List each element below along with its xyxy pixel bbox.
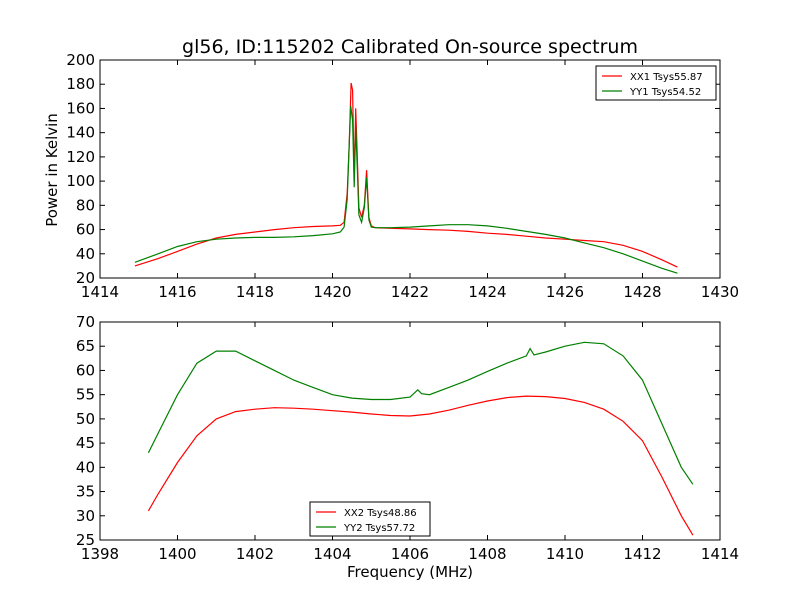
- bottom-x-tick-label: 1412: [623, 545, 661, 563]
- top-y-tick-label: 160: [66, 99, 95, 117]
- bottom-x-tick-label: 1398: [81, 545, 119, 563]
- top-x-tick-label: 1426: [546, 283, 584, 301]
- top-y-tick-label: 200: [66, 51, 95, 69]
- bottom-legend-box: [309, 501, 431, 537]
- bottom-y-tick-label: 30: [76, 507, 95, 525]
- top-y-tick-label: 20: [76, 269, 95, 287]
- top-series-line-2: [134, 105, 678, 274]
- top-y-tick-label: 80: [76, 196, 95, 214]
- bottom-y-tick-label: 55: [76, 386, 95, 404]
- top-y-tick-label: 100: [66, 172, 95, 190]
- top-x-tick-label: 1430: [701, 283, 739, 301]
- top-x-tick-label: 1422: [391, 283, 429, 301]
- bottom-y-tick-label: 70: [76, 313, 95, 331]
- bottom-y-tick-label: 60: [76, 361, 95, 379]
- top-legend-box: [595, 65, 717, 101]
- bottom-x-tick-label: 1400: [158, 545, 196, 563]
- top-x-tick-label: 1418: [236, 283, 274, 301]
- bottom-x-tick-label: 1402: [236, 545, 274, 563]
- bottom-x-tick-label: 1410: [546, 545, 584, 563]
- bottom-x-tick-label: 1404: [313, 545, 351, 563]
- top-y-tick-label: 140: [66, 124, 95, 142]
- bottom-series-line-1: [147, 395, 694, 536]
- top-x-tick-label: 1416: [158, 283, 196, 301]
- top-x-tick-label: 1424: [468, 283, 506, 301]
- top-y-tick-label: 60: [76, 221, 95, 239]
- top-y-tick-label: 120: [66, 148, 95, 166]
- bottom-series-line-2: [147, 341, 694, 485]
- x-axis-label: Frequency (MHz): [347, 563, 473, 581]
- bottom-x-tick-label: 1414: [701, 545, 739, 563]
- top-legend-label-2: YY1 Tsys54.52: [629, 87, 701, 98]
- chart-title: gl56, ID:115202 Calibrated On-source spe…: [182, 36, 638, 58]
- bottom-legend-label-2: YY2 Tsys57.72: [343, 523, 415, 534]
- bottom-y-tick-label: 40: [76, 458, 95, 476]
- bottom-y-tick-label: 50: [76, 410, 95, 428]
- y-axis-label: Power in Kelvin: [43, 113, 61, 227]
- top-series-line-1: [134, 82, 678, 268]
- top-legend: XX1 Tsys55.87 YY1 Tsys54.52: [595, 65, 717, 101]
- bottom-x-tick-label: 1408: [468, 545, 506, 563]
- top-y-tick-label: 40: [76, 245, 95, 263]
- top-panel: 1414 1416 1418 1420 1422 1424 1426 1428 1430 20 40…: [66, 51, 739, 301]
- top-legend-label-1: XX1 Tsys55.87: [630, 72, 703, 83]
- bottom-y-tick-label: 65: [76, 337, 95, 355]
- bottom-y-tick-label: 25: [76, 531, 95, 549]
- bottom-y-tick-label: 45: [76, 434, 95, 452]
- top-x-tick-label: 1420: [313, 283, 351, 301]
- bottom-panel: 1398 1400 1402 1404 1406 1408 1410 1412 1414 25 30…: [76, 313, 739, 563]
- bottom-y-tick-label: 35: [76, 483, 95, 501]
- bottom-x-tick-label: 1406: [391, 545, 429, 563]
- top-x-tick-label: 1414: [81, 283, 119, 301]
- bottom-legend-label-1: XX2 Tsys48.86: [344, 508, 417, 519]
- top-x-tick-label: 1428: [623, 283, 661, 301]
- bottom-legend: XX2 Tsys48.86 YY2 Tsys57.72: [309, 501, 431, 537]
- top-y-tick-label: 180: [66, 75, 95, 93]
